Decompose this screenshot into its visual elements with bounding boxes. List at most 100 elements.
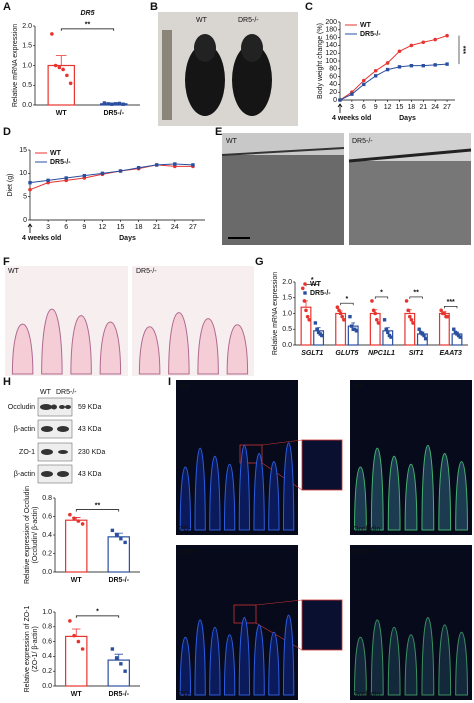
point bbox=[123, 540, 127, 545]
error-bar bbox=[114, 653, 123, 661]
sig-bracket bbox=[340, 302, 354, 306]
legend-label: WT bbox=[50, 150, 62, 157]
point bbox=[458, 335, 462, 339]
label: 43 KDa bbox=[78, 471, 101, 478]
point bbox=[100, 171, 105, 176]
point bbox=[110, 528, 115, 533]
x-tick-label: 9 bbox=[82, 224, 86, 231]
significance: * bbox=[311, 277, 314, 284]
point bbox=[300, 286, 305, 291]
y-tick-label: 0.0 bbox=[22, 102, 32, 109]
y-tick-label: 0.8 bbox=[42, 495, 52, 502]
point bbox=[338, 98, 342, 102]
legend-label: WT bbox=[310, 281, 322, 288]
point bbox=[342, 318, 346, 322]
villi bbox=[179, 442, 295, 531]
note: 4 weeks old bbox=[22, 235, 61, 242]
x-tick-label: 15 bbox=[396, 104, 404, 111]
y-tick-label: 0.0 bbox=[42, 569, 52, 576]
blot bbox=[37, 419, 73, 439]
x-tick-label: 24 bbox=[431, 104, 439, 111]
label: ZO-1 bbox=[19, 449, 35, 456]
point bbox=[117, 101, 122, 106]
bar bbox=[65, 519, 88, 573]
point bbox=[361, 78, 366, 83]
y-tick-label: 0.6 bbox=[42, 513, 52, 520]
label: Occludin bbox=[8, 404, 35, 411]
significance: ** bbox=[413, 290, 419, 297]
point bbox=[335, 305, 340, 310]
point bbox=[349, 324, 354, 328]
ruler bbox=[162, 30, 172, 120]
point bbox=[102, 101, 107, 105]
point bbox=[303, 282, 307, 286]
y-tick-label: 1.5 bbox=[282, 295, 292, 302]
mouse-head bbox=[241, 34, 263, 62]
point bbox=[72, 516, 76, 521]
y-tick-label: 20 bbox=[329, 89, 337, 96]
point bbox=[338, 311, 343, 316]
label: WT bbox=[8, 268, 20, 275]
x-tick-label: NPC1L1 bbox=[368, 350, 395, 357]
y-tick-label: 160 bbox=[325, 34, 337, 41]
point bbox=[373, 311, 378, 316]
point bbox=[65, 73, 69, 78]
x-tick-label: EAAT3 bbox=[439, 350, 462, 357]
point bbox=[385, 61, 390, 65]
point bbox=[305, 314, 310, 319]
y-tick-label: 40 bbox=[329, 81, 337, 88]
mouse-wt bbox=[185, 44, 225, 116]
significance: ** bbox=[85, 22, 91, 29]
arrow bbox=[27, 223, 33, 233]
villi bbox=[354, 444, 468, 531]
y-tick-label: 0.8 bbox=[42, 624, 52, 631]
x-tick-label: 6 bbox=[64, 224, 68, 231]
y-tick-label: 10 bbox=[19, 170, 27, 177]
x-tick-label: 15 bbox=[117, 224, 125, 231]
point bbox=[302, 299, 307, 303]
point bbox=[452, 327, 456, 331]
significance: * bbox=[96, 609, 99, 616]
x-tick-label: 9 bbox=[374, 104, 378, 111]
y-tick-label: 15 bbox=[19, 147, 27, 154]
x-tick-label: 18 bbox=[407, 104, 415, 111]
error-bar bbox=[72, 628, 81, 637]
y-tick-label: 140 bbox=[325, 42, 337, 49]
y-tick-label: 0.0 bbox=[282, 342, 292, 349]
x-tick-label: 12 bbox=[99, 224, 107, 231]
label: Occludin bbox=[353, 526, 380, 533]
villi bbox=[354, 617, 468, 696]
point bbox=[373, 74, 378, 78]
point bbox=[61, 67, 65, 72]
y-tick-label: 0.4 bbox=[42, 532, 52, 539]
point bbox=[123, 669, 127, 673]
x-tick-label: 18 bbox=[135, 224, 143, 231]
sig-bracket bbox=[374, 296, 389, 299]
y-tick-label: 120 bbox=[325, 50, 337, 57]
point bbox=[340, 314, 345, 319]
point bbox=[57, 65, 62, 70]
y-tick-label: 0.5 bbox=[22, 82, 32, 89]
y-tick-label: 1.0 bbox=[282, 310, 292, 317]
panel-label: I bbox=[168, 376, 171, 388]
series-line bbox=[339, 63, 448, 101]
if-inset bbox=[301, 439, 343, 491]
if-image bbox=[176, 545, 298, 700]
point bbox=[46, 178, 50, 183]
y-axis-label: Diet (g) bbox=[7, 174, 14, 197]
roi-link bbox=[261, 462, 303, 491]
label: β-actin bbox=[14, 471, 35, 478]
x-tick-label: 27 bbox=[443, 104, 451, 111]
label: DR5-/- bbox=[353, 549, 374, 556]
label: DR5-/- bbox=[179, 549, 200, 556]
x-tick-label: 3 bbox=[46, 224, 50, 231]
panel-label: E bbox=[215, 126, 222, 138]
significance: * bbox=[346, 296, 349, 303]
note: 4 weeks old bbox=[332, 115, 371, 122]
point bbox=[64, 176, 68, 180]
x-tick-label: WT bbox=[71, 577, 83, 584]
point bbox=[28, 187, 32, 192]
point bbox=[68, 512, 72, 517]
label: DR5-/- bbox=[56, 389, 77, 396]
